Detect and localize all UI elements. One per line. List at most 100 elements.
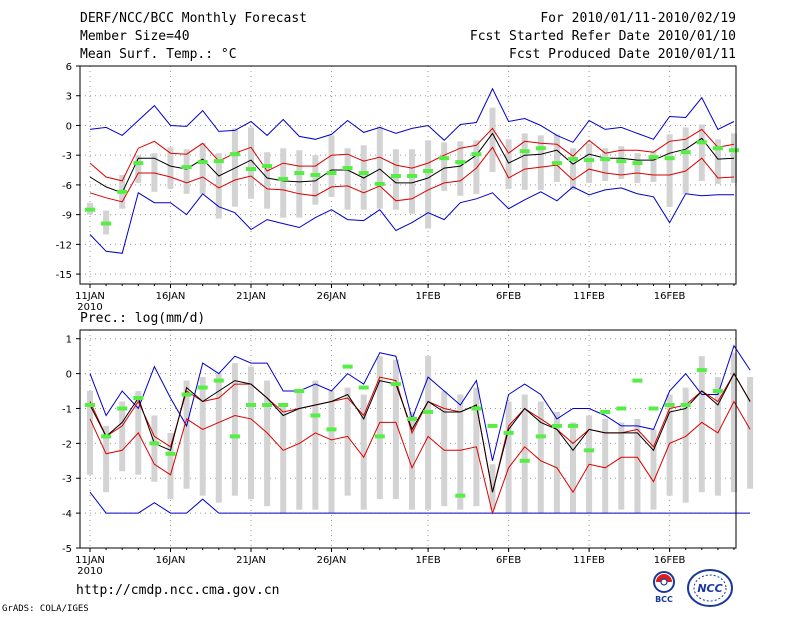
obs-marker xyxy=(439,156,450,161)
series-upper-line xyxy=(89,127,735,182)
ensemble-box xyxy=(328,135,335,197)
obs-marker xyxy=(648,155,659,160)
ensemble-box xyxy=(731,133,737,183)
ensemble-box xyxy=(183,380,190,489)
ensemble-box xyxy=(248,127,254,199)
x-tick-label: 26JAN xyxy=(317,555,347,566)
x-tick-label: 6FEB xyxy=(496,291,521,302)
ensemble-box xyxy=(714,139,721,184)
ensemble-box xyxy=(698,356,705,493)
y-tick-label: 6 xyxy=(66,62,72,73)
ensemble-box xyxy=(248,366,254,500)
obs-marker xyxy=(423,169,434,174)
ensemble-box xyxy=(537,401,544,514)
ensemble-box xyxy=(409,149,415,214)
forecast-period: For 2010/01/11-2010/02/19 xyxy=(540,11,736,26)
obs-marker xyxy=(729,148,739,153)
y-tick-label: -1 xyxy=(62,404,72,415)
ensemble-box xyxy=(537,135,544,190)
x-tick-label: 11FEB xyxy=(573,555,605,566)
ensemble-box xyxy=(634,418,641,514)
obs-marker xyxy=(696,368,707,373)
obs-marker xyxy=(680,150,691,155)
x-tick-label: 26JAN xyxy=(317,291,347,302)
obs-marker xyxy=(407,416,417,421)
obs-marker xyxy=(85,402,95,407)
obs-marker xyxy=(471,406,482,411)
ensemble-box xyxy=(425,140,432,229)
ensemble-box xyxy=(199,143,206,194)
y-tick-label: -6 xyxy=(62,181,72,192)
ensemble-box xyxy=(231,363,238,496)
ensemble-box xyxy=(103,425,110,493)
ensemble-box xyxy=(747,377,754,489)
ensemble-box xyxy=(521,394,528,514)
ensemble-box xyxy=(119,401,126,472)
y-tick-label: -3 xyxy=(62,151,72,162)
ensemble-box xyxy=(714,377,721,496)
y-tick-label: -9 xyxy=(62,211,72,222)
plot-frame xyxy=(79,329,737,549)
y-tick-label: -5 xyxy=(62,544,72,555)
ensemble-box xyxy=(183,149,190,194)
ensemble-box xyxy=(505,139,512,189)
ensemble-box xyxy=(666,134,673,207)
obs-marker xyxy=(519,149,530,154)
x-tick-label: 11JAN xyxy=(75,291,105,302)
obs-marker xyxy=(213,378,224,383)
obs-marker xyxy=(519,458,530,463)
obs-marker xyxy=(664,402,675,407)
obs-marker xyxy=(423,409,434,414)
obs-marker xyxy=(278,176,289,181)
obs-marker xyxy=(262,402,273,407)
obs-marker xyxy=(165,451,176,456)
member-size: Member Size=40 xyxy=(80,29,190,44)
obs-marker xyxy=(390,173,401,178)
variable-label: Mean Surf. Temp.: °C xyxy=(80,47,237,62)
obs-marker xyxy=(342,364,353,369)
ensemble-box xyxy=(344,148,351,210)
obs-marker xyxy=(342,166,353,171)
footer-url[interactable]: http://cmdp.ncc.cma.gov.cn xyxy=(76,583,280,598)
y-tick-label: -3 xyxy=(62,474,72,485)
series-min-line xyxy=(89,491,751,514)
svg-text:NCC: NCC xyxy=(697,582,722,595)
ensemble-box xyxy=(360,394,367,510)
ensemble-box xyxy=(489,107,496,173)
x-tick-label: 11JAN xyxy=(75,555,105,566)
obs-marker xyxy=(262,164,273,169)
obs-marker xyxy=(712,389,723,394)
obs-marker xyxy=(246,167,256,172)
series-mean-line xyxy=(89,132,735,194)
obs-marker xyxy=(101,221,112,226)
prec-panel-title: Prec.: log(mm/d) xyxy=(80,311,205,326)
ensemble-box xyxy=(167,432,174,500)
obs-marker xyxy=(712,146,723,151)
obs-marker xyxy=(326,171,337,176)
ensemble-box xyxy=(280,404,287,514)
obs-marker xyxy=(616,406,627,411)
ensemble-box xyxy=(441,391,448,507)
x-tick-label: 11FEB xyxy=(573,291,605,302)
ensemble-box xyxy=(280,148,287,218)
ensemble-box xyxy=(602,148,609,181)
x-tick-label: 21JAN xyxy=(236,291,266,302)
obs-marker xyxy=(101,434,112,439)
ensemble-box xyxy=(698,124,705,181)
ensemble-box xyxy=(570,422,576,514)
ensemble-box xyxy=(409,411,415,510)
ensemble-box xyxy=(618,422,625,510)
obs-marker xyxy=(455,160,466,165)
obs-marker xyxy=(568,423,578,428)
obs-marker xyxy=(471,152,482,157)
ensemble-box xyxy=(215,153,222,219)
series-min-line xyxy=(89,186,734,254)
x-year-label: 2010 xyxy=(77,566,102,577)
ensemble-box xyxy=(457,141,464,196)
obs-marker xyxy=(117,189,128,194)
obs-marker xyxy=(407,173,417,178)
ensemble-box xyxy=(650,151,657,182)
y-tick-label: -2 xyxy=(62,439,72,450)
ensemble-box xyxy=(682,387,689,503)
